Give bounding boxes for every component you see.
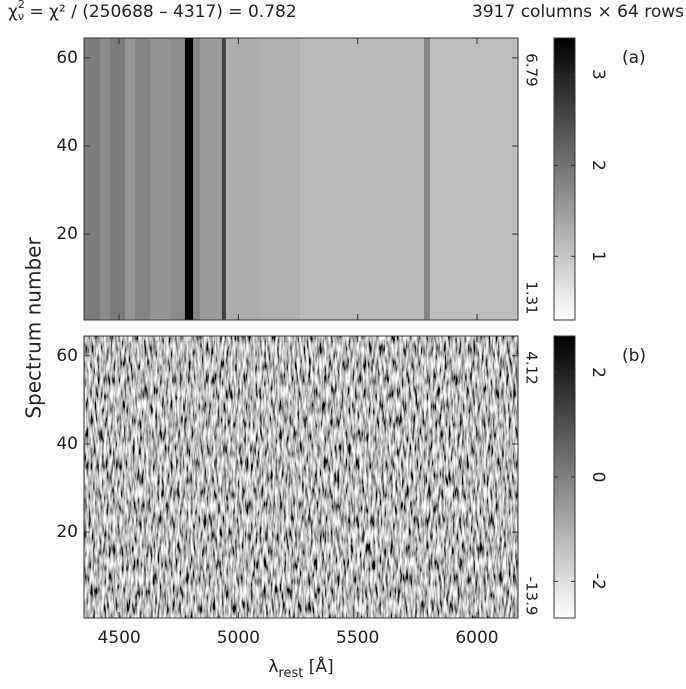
- title-sub: ν: [18, 10, 24, 23]
- y-axis-label: Spectrum number: [22, 237, 46, 419]
- image-column: [125, 38, 136, 320]
- x-label-sub: rest: [278, 666, 303, 681]
- colorbar-tick-label: 3: [588, 69, 608, 80]
- range-label: 6.79: [523, 53, 541, 86]
- plot-frame: [83, 335, 519, 619]
- image-column: [184, 38, 194, 320]
- image-column: [84, 38, 101, 320]
- x-tick-label: 6000: [455, 628, 498, 648]
- range-label: 1.31: [523, 281, 541, 314]
- image-column: [110, 38, 126, 320]
- x-label-symbol: λ: [268, 657, 278, 677]
- x-label-unit: [Å]: [303, 655, 333, 677]
- residual-image: [84, 336, 518, 618]
- title-sup: 2: [18, 0, 25, 11]
- image-column: [150, 38, 171, 320]
- x-axis-label: λrest [Å]: [268, 655, 333, 681]
- x-tick-label: 5500: [336, 628, 379, 648]
- y-tick-label: 20: [56, 224, 78, 244]
- plot-frame: [83, 37, 519, 321]
- y-tick-label: 60: [56, 346, 78, 366]
- x-tick-label: 4500: [97, 628, 140, 648]
- range-label: -13.9: [523, 577, 541, 616]
- title-text: = χ² / (250688 – 4317) = 0.782: [24, 2, 297, 22]
- image-column: [221, 38, 227, 320]
- image-column: [423, 38, 431, 320]
- title-symbol: χ: [8, 2, 18, 22]
- colorbar-tick-label: 1: [588, 251, 608, 262]
- colorbar-tick-label: 2: [588, 160, 608, 171]
- colorbar: [554, 336, 575, 618]
- y-tick-label: 20: [56, 522, 78, 542]
- image-column: [260, 38, 301, 320]
- image-column: [169, 38, 186, 320]
- colorbar-tick-label: 2: [588, 367, 608, 378]
- y-tick-label: 60: [56, 48, 78, 68]
- subtitle: 3917 columns × 64 rows: [472, 2, 684, 22]
- image-column: [193, 38, 201, 320]
- colorbar: [554, 38, 575, 320]
- image-column: [299, 38, 425, 320]
- panel-label: (a): [622, 48, 646, 68]
- y-tick-label: 40: [56, 136, 78, 156]
- image-column: [135, 38, 151, 320]
- image-column: [99, 38, 111, 320]
- y-tick-label: 40: [56, 434, 78, 454]
- panel-label: (b): [622, 346, 646, 366]
- range-label: 4.12: [523, 351, 541, 384]
- image-column: [199, 38, 223, 320]
- image-column: [225, 38, 261, 320]
- colorbar-frame: [553, 37, 576, 321]
- colorbar-tick-label: -2: [588, 573, 608, 590]
- colorbar-tick-label: 0: [588, 472, 608, 483]
- image-column: [429, 38, 519, 320]
- x-tick-label: 5000: [217, 628, 260, 648]
- title: χ2 ν = χ² / (250688 – 4317) = 0.782: [8, 0, 297, 23]
